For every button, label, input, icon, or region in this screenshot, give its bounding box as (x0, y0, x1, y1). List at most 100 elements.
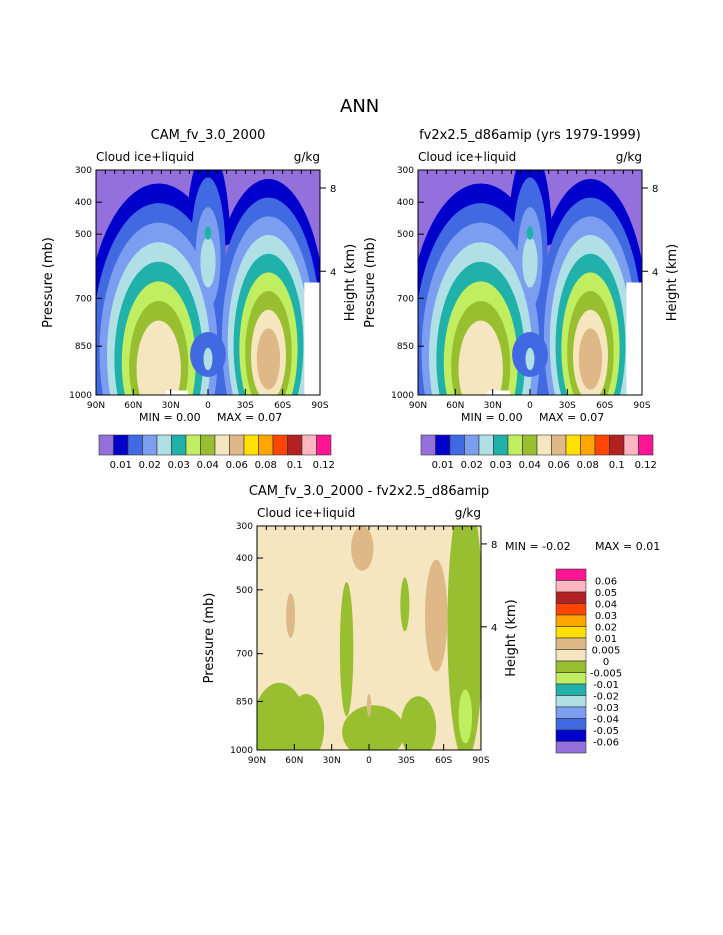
colorbar-swatch (522, 434, 538, 456)
colorbar-label: 0.12 (635, 460, 657, 471)
max-label: MAX = 0.07 (539, 411, 604, 424)
colorbar-swatch (555, 695, 587, 708)
xtick-label: 90S (472, 756, 489, 766)
min-label: MIN = 0.00 (139, 411, 201, 424)
contour-region (286, 593, 296, 638)
ytick-label: 850 (236, 697, 253, 707)
colorbar-label: 0.005 (592, 646, 621, 657)
colorbar-swatch (229, 434, 245, 456)
colorbar-swatch (478, 434, 494, 456)
xtick-label: 90N (87, 401, 105, 411)
contour-fill (418, 170, 642, 395)
panel-1: fv2x2.5_d86amip (yrs 1979-1999) Cloud ice… (363, 128, 680, 471)
colorbar-swatch (171, 434, 187, 456)
xtick-label: 60S (435, 756, 452, 766)
colorbar-label: 0.06 (226, 460, 248, 471)
colorbar-swatch (638, 434, 654, 456)
max-label: MAX = 0.01 (595, 540, 660, 553)
contour-region (526, 226, 534, 240)
xtick-label: 30S (237, 401, 254, 411)
colorbar-swatch (507, 434, 523, 456)
xtick-label: 60S (596, 401, 613, 411)
xtick-label: 60N (285, 756, 303, 766)
colorbar-swatch (301, 434, 317, 456)
colorbar-label: 0 (603, 657, 609, 668)
colorbar-swatch (127, 434, 143, 456)
colorbar-swatch (565, 434, 581, 456)
ytick-label: 700 (236, 650, 253, 660)
contour-region (203, 347, 213, 371)
colorbar-swatch (555, 580, 587, 593)
colorbar-swatch (287, 434, 303, 456)
colorbar-swatch (449, 434, 465, 456)
colorbar-swatch (555, 718, 587, 731)
ytick-label: 300 (236, 522, 253, 532)
height-tick-label: 4 (652, 267, 658, 278)
colorbar-label: 0.12 (313, 460, 335, 471)
y-axis-label: Pressure (mb) (363, 237, 378, 328)
colorbar-label: -0.01 (593, 680, 619, 691)
colorbar-swatch (580, 434, 596, 456)
max-label: MAX = 0.07 (217, 411, 282, 424)
xtick-label: 0 (205, 401, 211, 411)
variable-label: Cloud ice+liquid (418, 150, 516, 164)
ytick-label: 500 (75, 230, 92, 240)
ytick-label: 1000 (69, 391, 92, 401)
min-label: MIN = -0.02 (505, 540, 571, 553)
colorbar-swatch (551, 434, 567, 456)
missing-data (304, 282, 320, 395)
colorbar-swatch (623, 434, 639, 456)
contour-region (351, 526, 374, 571)
contour-region (400, 577, 410, 632)
colorbar-swatch (555, 729, 587, 742)
xtick-label: 90S (311, 401, 328, 411)
colorbar-label: -0.05 (593, 726, 619, 737)
colorbar-swatch (555, 660, 587, 673)
colorbar-label: 0.05 (595, 588, 617, 599)
colorbar-swatch (594, 434, 610, 456)
y-axis-label-right: Height (km) (504, 599, 519, 676)
xtick-label: 30N (162, 401, 180, 411)
height-tick-label: 8 (330, 184, 336, 195)
xtick-label: 90N (409, 401, 427, 411)
contour-region (288, 694, 325, 750)
ytick-label: 400 (236, 554, 253, 564)
colorbar-label: 0.04 (197, 460, 219, 471)
colorbar-swatch (316, 434, 332, 456)
xtick-label: 0 (527, 401, 533, 411)
contour-region (458, 689, 473, 744)
colorbar-label: -0.04 (593, 715, 619, 726)
ytick-label: 850 (397, 342, 414, 352)
xtick-label: 60N (446, 401, 464, 411)
colorbar-label: 0.01 (595, 634, 617, 645)
colorbar-label: 0.01 (110, 460, 132, 471)
colorbar-label: -0.005 (590, 669, 622, 680)
colorbar-swatch (555, 706, 587, 719)
height-tick-label: 4 (330, 267, 336, 278)
contour-region (342, 705, 405, 750)
contour-region (525, 347, 535, 371)
ytick-label: 500 (236, 586, 253, 596)
colorbar-swatch (555, 672, 587, 685)
units-label: g/kg (455, 506, 481, 520)
colorbar-label: 0.04 (595, 600, 617, 611)
ytick-label: 300 (75, 166, 92, 176)
colorbar-swatch (555, 603, 587, 616)
missing-data (626, 282, 642, 395)
y-axis-label: Pressure (mb) (202, 593, 217, 684)
colorbar-label: 0.08 (255, 460, 277, 471)
units-label: g/kg (616, 150, 642, 164)
ytick-label: 850 (75, 342, 92, 352)
y-axis-label: Pressure (mb) (41, 237, 56, 328)
colorbar-swatch (435, 434, 451, 456)
ytick-label: 700 (75, 294, 92, 304)
height-tick-label: 4 (491, 623, 497, 634)
colorbar-swatch (555, 626, 587, 639)
ytick-label: 300 (397, 166, 414, 176)
colorbar-label: 0.1 (609, 460, 625, 471)
colorbar-label: 0.02 (461, 460, 483, 471)
colorbar-swatch (609, 434, 625, 456)
contour-region (366, 694, 372, 717)
colorbar-label: 0.03 (168, 460, 190, 471)
